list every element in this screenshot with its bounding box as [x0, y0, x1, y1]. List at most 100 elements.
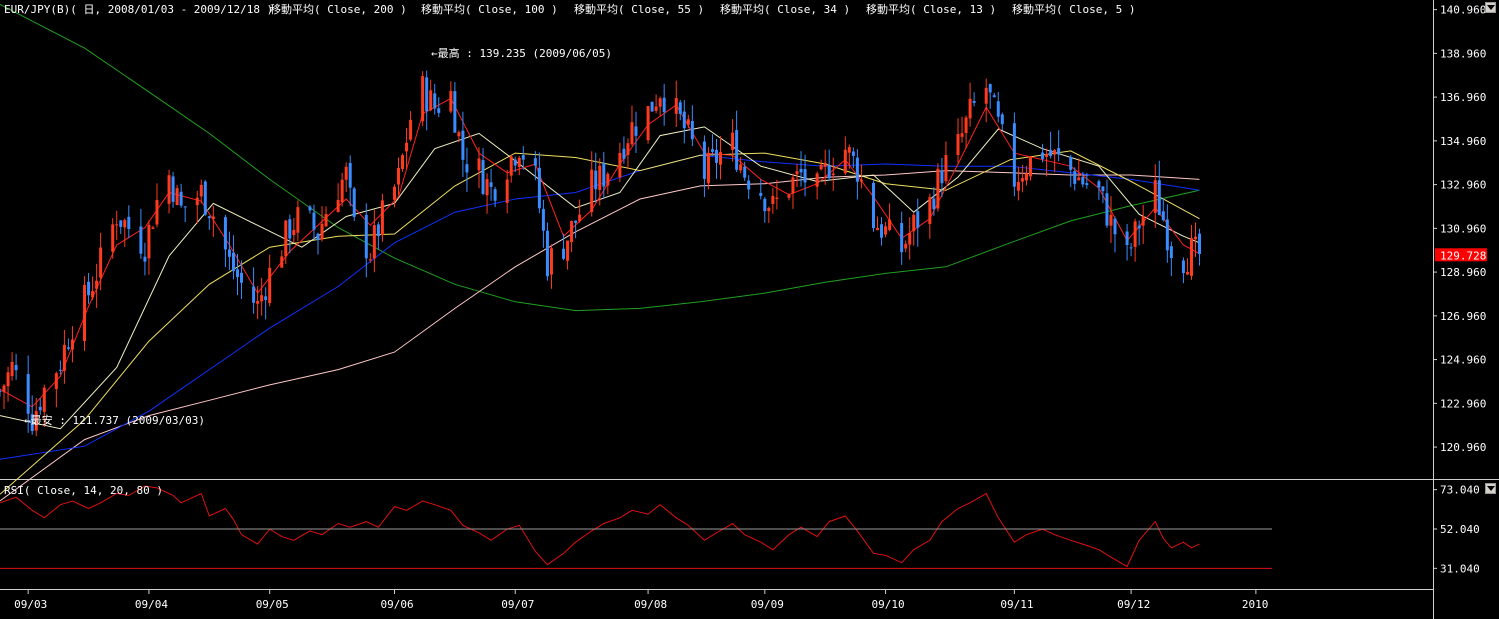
candle-body [731, 132, 735, 150]
candle-body [960, 133, 964, 137]
candle-body [634, 126, 638, 136]
candle-body [884, 226, 888, 235]
candle-body [284, 220, 288, 257]
candle-body [453, 91, 457, 133]
candle-body [493, 189, 497, 201]
candle-body [401, 155, 405, 169]
candle-body [316, 233, 320, 240]
candle-body [489, 182, 493, 187]
candle-body [1024, 173, 1028, 181]
candle-body [183, 206, 187, 208]
time-tick-label: 09/12 [1117, 598, 1150, 611]
ma100-line [0, 170, 1200, 502]
candle-body [1157, 180, 1161, 216]
time-tick-label: 09/06 [380, 598, 413, 611]
candle-body [562, 248, 566, 259]
candle-body [66, 347, 70, 349]
price-tick-label: 124.960 [1440, 354, 1486, 367]
candle-body [823, 162, 827, 167]
price-tick-label: 128.960 [1440, 266, 1486, 279]
rsi-panel-menu-button[interactable] [1485, 483, 1496, 494]
candle-body [521, 155, 525, 160]
candle-body [702, 141, 706, 179]
candle-body [461, 130, 465, 160]
candle-body [34, 411, 38, 431]
candle-body [739, 164, 743, 171]
candle-body [376, 224, 380, 237]
candle-body [871, 182, 875, 229]
candle-body [1053, 150, 1057, 155]
candle-body [912, 214, 916, 232]
candle-body [626, 143, 630, 155]
candle-body [1137, 225, 1141, 229]
time-tick-label: 2010 [1242, 598, 1269, 611]
candle-body [1194, 236, 1198, 240]
candle-body [710, 149, 714, 152]
candle-body [880, 224, 884, 238]
candle-body [115, 224, 119, 226]
time-tick-label: 09/03 [14, 598, 47, 611]
candle-body [425, 77, 429, 112]
candle-body [1141, 216, 1145, 226]
candle-body [320, 223, 324, 240]
candle-body [91, 291, 95, 298]
candle-body [256, 300, 260, 304]
candle-body [908, 232, 912, 245]
candle-body [95, 280, 99, 289]
candle-body [372, 225, 376, 259]
candle-body [831, 173, 835, 176]
current-price-label: 129.728 [1440, 249, 1486, 262]
candle-body [235, 269, 239, 278]
price-axis: 140.960 138.960 136.960 134.960 132.960 130.9… [1433, 4, 1486, 454]
candle-body [566, 240, 570, 261]
candle-body [344, 166, 348, 180]
candle-body [944, 155, 948, 182]
candle-body [1101, 186, 1105, 192]
candle-body [155, 199, 159, 225]
candle-body [646, 106, 650, 141]
candle-body [70, 339, 74, 350]
rsi-tick-label: 52.040 [1440, 523, 1480, 536]
candle-body [397, 167, 401, 185]
price-tick-label: 138.960 [1440, 47, 1486, 60]
candle-body [606, 173, 610, 186]
candle-body [1185, 271, 1189, 275]
candle-body [312, 212, 316, 230]
candle-body [715, 150, 718, 163]
candle-body [1012, 123, 1016, 187]
indicator-label-ma100: 移動平均( Close, 100 ) [421, 2, 558, 16]
candle-body [1165, 219, 1169, 251]
candle-body [763, 198, 767, 212]
price-tick-label: 134.960 [1440, 135, 1486, 148]
candle-body [1041, 152, 1045, 159]
candle-body [775, 197, 779, 199]
candle-body [26, 374, 30, 414]
rsi-tick-label: 31.040 [1440, 562, 1480, 575]
candle-body [1073, 171, 1077, 184]
candle-body [30, 414, 34, 432]
candle-body [904, 243, 908, 249]
price-panel-menu-button[interactable] [1485, 2, 1496, 13]
candle-body [223, 217, 227, 250]
candle-body [83, 284, 87, 342]
candle-body [650, 101, 654, 112]
ma34-line [0, 150, 1200, 495]
candle-body [171, 176, 175, 202]
candle-body [787, 194, 791, 198]
candle-body [1097, 181, 1101, 188]
candle-body [1109, 214, 1113, 226]
candle-body [803, 169, 807, 183]
price-tick-label: 136.960 [1440, 91, 1486, 104]
candle-body [537, 167, 541, 209]
candle-body [58, 369, 62, 371]
candle-body [348, 162, 352, 188]
candle-body [409, 119, 413, 140]
candle-body [280, 256, 284, 268]
candle-body [674, 98, 678, 114]
candle-body [1028, 156, 1032, 177]
candle-body [590, 169, 594, 213]
time-tick-label: 09/07 [501, 598, 534, 611]
time-tick-label: 09/10 [872, 598, 905, 611]
